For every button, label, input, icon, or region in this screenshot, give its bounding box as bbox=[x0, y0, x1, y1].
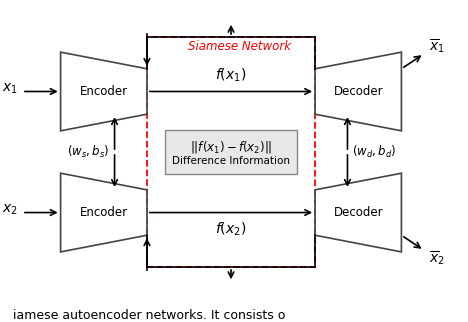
Bar bbox=[147, 37, 315, 267]
Text: Decoder: Decoder bbox=[333, 206, 383, 219]
Text: $\overline{x}_2$: $\overline{x}_2$ bbox=[429, 249, 445, 267]
Polygon shape bbox=[60, 52, 147, 131]
Text: $f(x_2)$: $f(x_2)$ bbox=[215, 220, 247, 238]
Text: $f(x_1)$: $f(x_1)$ bbox=[215, 67, 247, 84]
Text: Encoder: Encoder bbox=[80, 206, 128, 219]
Text: $(w_d,b_d)$: $(w_d,b_d)$ bbox=[352, 144, 396, 160]
Text: $(w_s,b_s)$: $(w_s,b_s)$ bbox=[67, 144, 110, 160]
Bar bbox=[165, 130, 297, 174]
Text: Decoder: Decoder bbox=[333, 85, 383, 98]
Text: $x_2$: $x_2$ bbox=[2, 202, 17, 217]
Text: $\overline{x}_1$: $\overline{x}_1$ bbox=[429, 37, 445, 55]
Text: iamese autoencoder networks. It consists o: iamese autoencoder networks. It consists… bbox=[13, 309, 285, 322]
Text: $x_1$: $x_1$ bbox=[1, 81, 17, 96]
Text: $||f(x_1) - f(x_2)||$: $||f(x_1) - f(x_2)||$ bbox=[190, 139, 272, 156]
Text: Encoder: Encoder bbox=[80, 85, 128, 98]
Polygon shape bbox=[315, 173, 402, 252]
Polygon shape bbox=[315, 52, 402, 131]
Polygon shape bbox=[60, 173, 147, 252]
Text: Difference Information: Difference Information bbox=[172, 156, 290, 166]
Text: Siamese Network: Siamese Network bbox=[188, 40, 291, 53]
